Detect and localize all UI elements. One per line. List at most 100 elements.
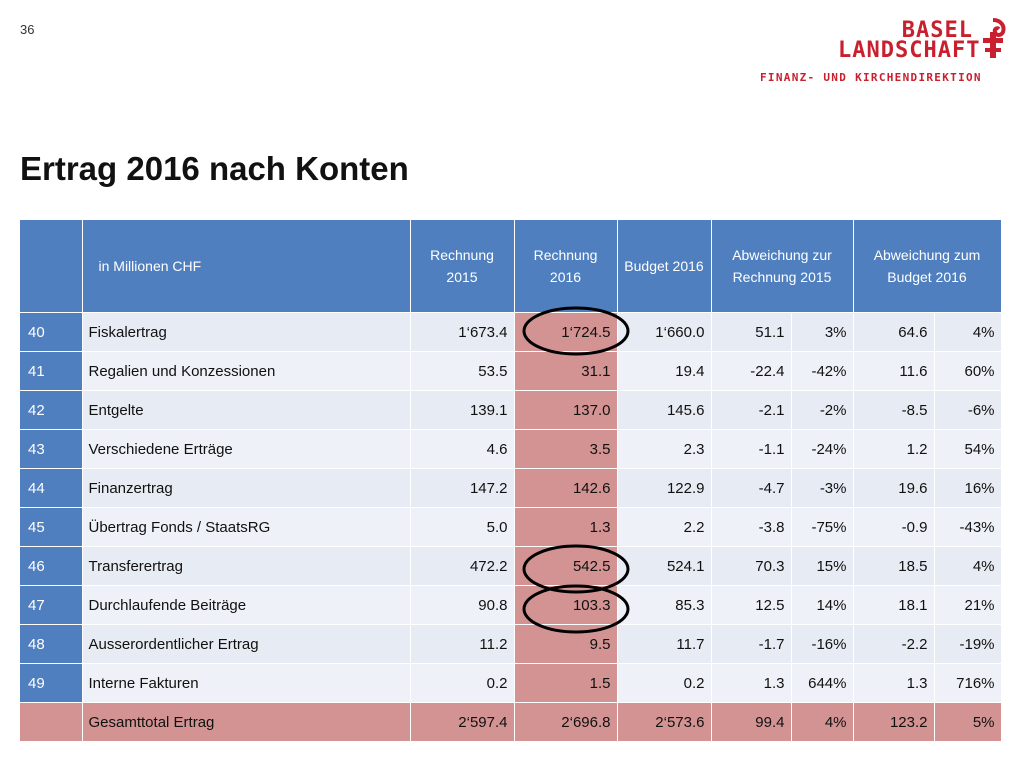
- cell-rechnung-2015: 0.2: [410, 663, 515, 703]
- cell-abweichung-budget-pct: 4%: [934, 312, 1002, 352]
- cell-abweichung-budget: 18.5: [853, 546, 935, 586]
- cell-name: Ausserordentlicher Ertrag: [82, 624, 411, 664]
- cell-abweichung-budget: -8.5: [853, 390, 935, 430]
- cell-code: 44: [20, 468, 83, 508]
- header-abweichung-rechnung-2015: Abweichung zur Rechnung 2015: [711, 220, 854, 313]
- cell-abweichung-budget-pct: 5%: [934, 702, 1002, 741]
- cell-rechnung-2015: 11.2: [410, 624, 515, 664]
- cell-rechnung-2016: 542.5: [514, 546, 618, 586]
- table-row: 40 Fiskalertrag 1‘673.4 1‘724.5 1‘660.0 51.1 3…: [20, 312, 1002, 352]
- page-title: Ertrag 2016 nach Konten: [20, 150, 409, 187]
- cell-budget-2016: 0.2: [617, 663, 712, 703]
- cell-abweichung-rechnung: 99.4: [711, 702, 792, 741]
- cell-name: Durchlaufende Beiträge: [82, 585, 411, 625]
- cell-budget-2016: 145.6: [617, 390, 712, 430]
- cell-rechnung-2016: 2‘696.8: [514, 702, 618, 741]
- cell-code: 45: [20, 507, 83, 547]
- basel-landschaft-logo: BASEL LANDSCHAFT: [838, 16, 1013, 88]
- cell-abweichung-rechnung: 1.3: [711, 663, 792, 703]
- cell-rechnung-2016: 142.6: [514, 468, 618, 508]
- cell-rechnung-2016: 1‘724.5: [514, 312, 618, 352]
- cell-abweichung-budget: 1.2: [853, 429, 935, 469]
- cell-name: Transferertrag: [82, 546, 411, 586]
- cell-rechnung-2015: 139.1: [410, 390, 515, 430]
- cell-abweichung-budget: -0.9: [853, 507, 935, 547]
- cell-abweichung-rechnung: -22.4: [711, 351, 792, 391]
- cell-code: 46: [20, 546, 83, 586]
- cell-name: Interne Fakturen: [82, 663, 411, 703]
- cell-rechnung-2015: 2‘597.4: [410, 702, 515, 741]
- cell-abweichung-rechnung-pct: 644%: [791, 663, 854, 703]
- cell-abweichung-rechnung-pct: -2%: [791, 390, 854, 430]
- cell-rechnung-2016: 9.5: [514, 624, 618, 664]
- cell-abweichung-rechnung: 12.5: [711, 585, 792, 625]
- header-abweichung-budget-2016: Abweichung zum Budget 2016: [853, 220, 1002, 313]
- cell-budget-2016: 19.4: [617, 351, 712, 391]
- cell-abweichung-budget-pct: 21%: [934, 585, 1002, 625]
- cell-budget-2016: 1‘660.0: [617, 312, 712, 352]
- table-row: 47 Durchlaufende Beiträge 90.8 103.3 85.3 12.…: [20, 585, 1002, 625]
- cell-abweichung-budget: 18.1: [853, 585, 935, 625]
- cell-abweichung-rechnung: -3.8: [711, 507, 792, 547]
- revenue-table-container: in Millionen CHF Rechnung 2015 Rechnung …: [20, 220, 1002, 741]
- cell-budget-2016: 2‘573.6: [617, 702, 712, 741]
- cell-rechnung-2016: 137.0: [514, 390, 618, 430]
- cell-budget-2016: 11.7: [617, 624, 712, 664]
- table-header-row: in Millionen CHF Rechnung 2015 Rechnung …: [20, 220, 1002, 313]
- logo-line2: LANDSCHAFT: [838, 38, 981, 63]
- cell-abweichung-budget-pct: -43%: [934, 507, 1002, 547]
- cell-abweichung-budget-pct: 16%: [934, 468, 1002, 508]
- header-code: [20, 220, 83, 313]
- cell-budget-2016: 122.9: [617, 468, 712, 508]
- cell-abweichung-budget-pct: 716%: [934, 663, 1002, 703]
- cell-abweichung-budget-pct: -6%: [934, 390, 1002, 430]
- cell-abweichung-budget: 64.6: [853, 312, 935, 352]
- table-row: 45 Übertrag Fonds / StaatsRG 5.0 1.3 2.2 -3.8…: [20, 507, 1002, 547]
- cell-budget-2016: 85.3: [617, 585, 712, 625]
- cell-rechnung-2015: 472.2: [410, 546, 515, 586]
- cell-code: 42: [20, 390, 83, 430]
- revenue-table: in Millionen CHF Rechnung 2015 Rechnung …: [20, 220, 1002, 741]
- cell-abweichung-budget: 19.6: [853, 468, 935, 508]
- cell-abweichung-rechnung-pct: -42%: [791, 351, 854, 391]
- cell-rechnung-2015: 90.8: [410, 585, 515, 625]
- cell-abweichung-rechnung: -1.7: [711, 624, 792, 664]
- header-rechnung-2015: Rechnung 2015: [410, 220, 515, 313]
- cell-rechnung-2016: 31.1: [514, 351, 618, 391]
- bishop-staff-icon: [983, 18, 1006, 58]
- cell-abweichung-rechnung-pct: 3%: [791, 312, 854, 352]
- cell-abweichung-rechnung: -2.1: [711, 390, 792, 430]
- cell-code: 49: [20, 663, 83, 703]
- cell-name: Verschiedene Erträge: [82, 429, 411, 469]
- cell-abweichung-rechnung-pct: -75%: [791, 507, 854, 547]
- cell-abweichung-budget: 123.2: [853, 702, 935, 741]
- cell-name: Finanzertrag: [82, 468, 411, 508]
- cell-rechnung-2016: 1.3: [514, 507, 618, 547]
- logo-line1: BASEL: [901, 18, 973, 43]
- cell-rechnung-2016: 3.5: [514, 429, 618, 469]
- cell-name: Entgelte: [82, 390, 411, 430]
- cell-abweichung-budget-pct: 4%: [934, 546, 1002, 586]
- cell-code: 47: [20, 585, 83, 625]
- cell-budget-2016: 2.3: [617, 429, 712, 469]
- cell-abweichung-rechnung-pct: -16%: [791, 624, 854, 664]
- cell-name: Regalien und Konzessionen: [82, 351, 411, 391]
- cell-code: 41: [20, 351, 83, 391]
- cell-rechnung-2015: 5.0: [410, 507, 515, 547]
- cell-code: 43: [20, 429, 83, 469]
- cell-rechnung-2015: 53.5: [410, 351, 515, 391]
- cell-abweichung-budget-pct: 60%: [934, 351, 1002, 391]
- cell-abweichung-rechnung: -1.1: [711, 429, 792, 469]
- cell-budget-2016: 524.1: [617, 546, 712, 586]
- cell-abweichung-rechnung: -4.7: [711, 468, 792, 508]
- table-row: 46 Transferertrag 472.2 542.5 524.1 70.3 15% 18…: [20, 546, 1002, 586]
- table-row: 49 Interne Fakturen 0.2 1.5 0.2 1.3 644% 1.3 716…: [20, 663, 1002, 703]
- table-row: 43 Verschiedene Erträge 4.6 3.5 2.3 -1.1 -24% 1…: [20, 429, 1002, 469]
- cell-rechnung-2015: 1‘673.4: [410, 312, 515, 352]
- cell-abweichung-rechnung-pct: 15%: [791, 546, 854, 586]
- header-label: in Millionen CHF: [82, 220, 411, 313]
- logo-subtitle: FINANZ- UND KIRCHENDIREKTION: [760, 71, 982, 84]
- cell-rechnung-2016: 1.5: [514, 663, 618, 703]
- cell-name: Übertrag Fonds / StaatsRG: [82, 507, 411, 547]
- header-budget-2016: Budget 2016: [617, 220, 712, 313]
